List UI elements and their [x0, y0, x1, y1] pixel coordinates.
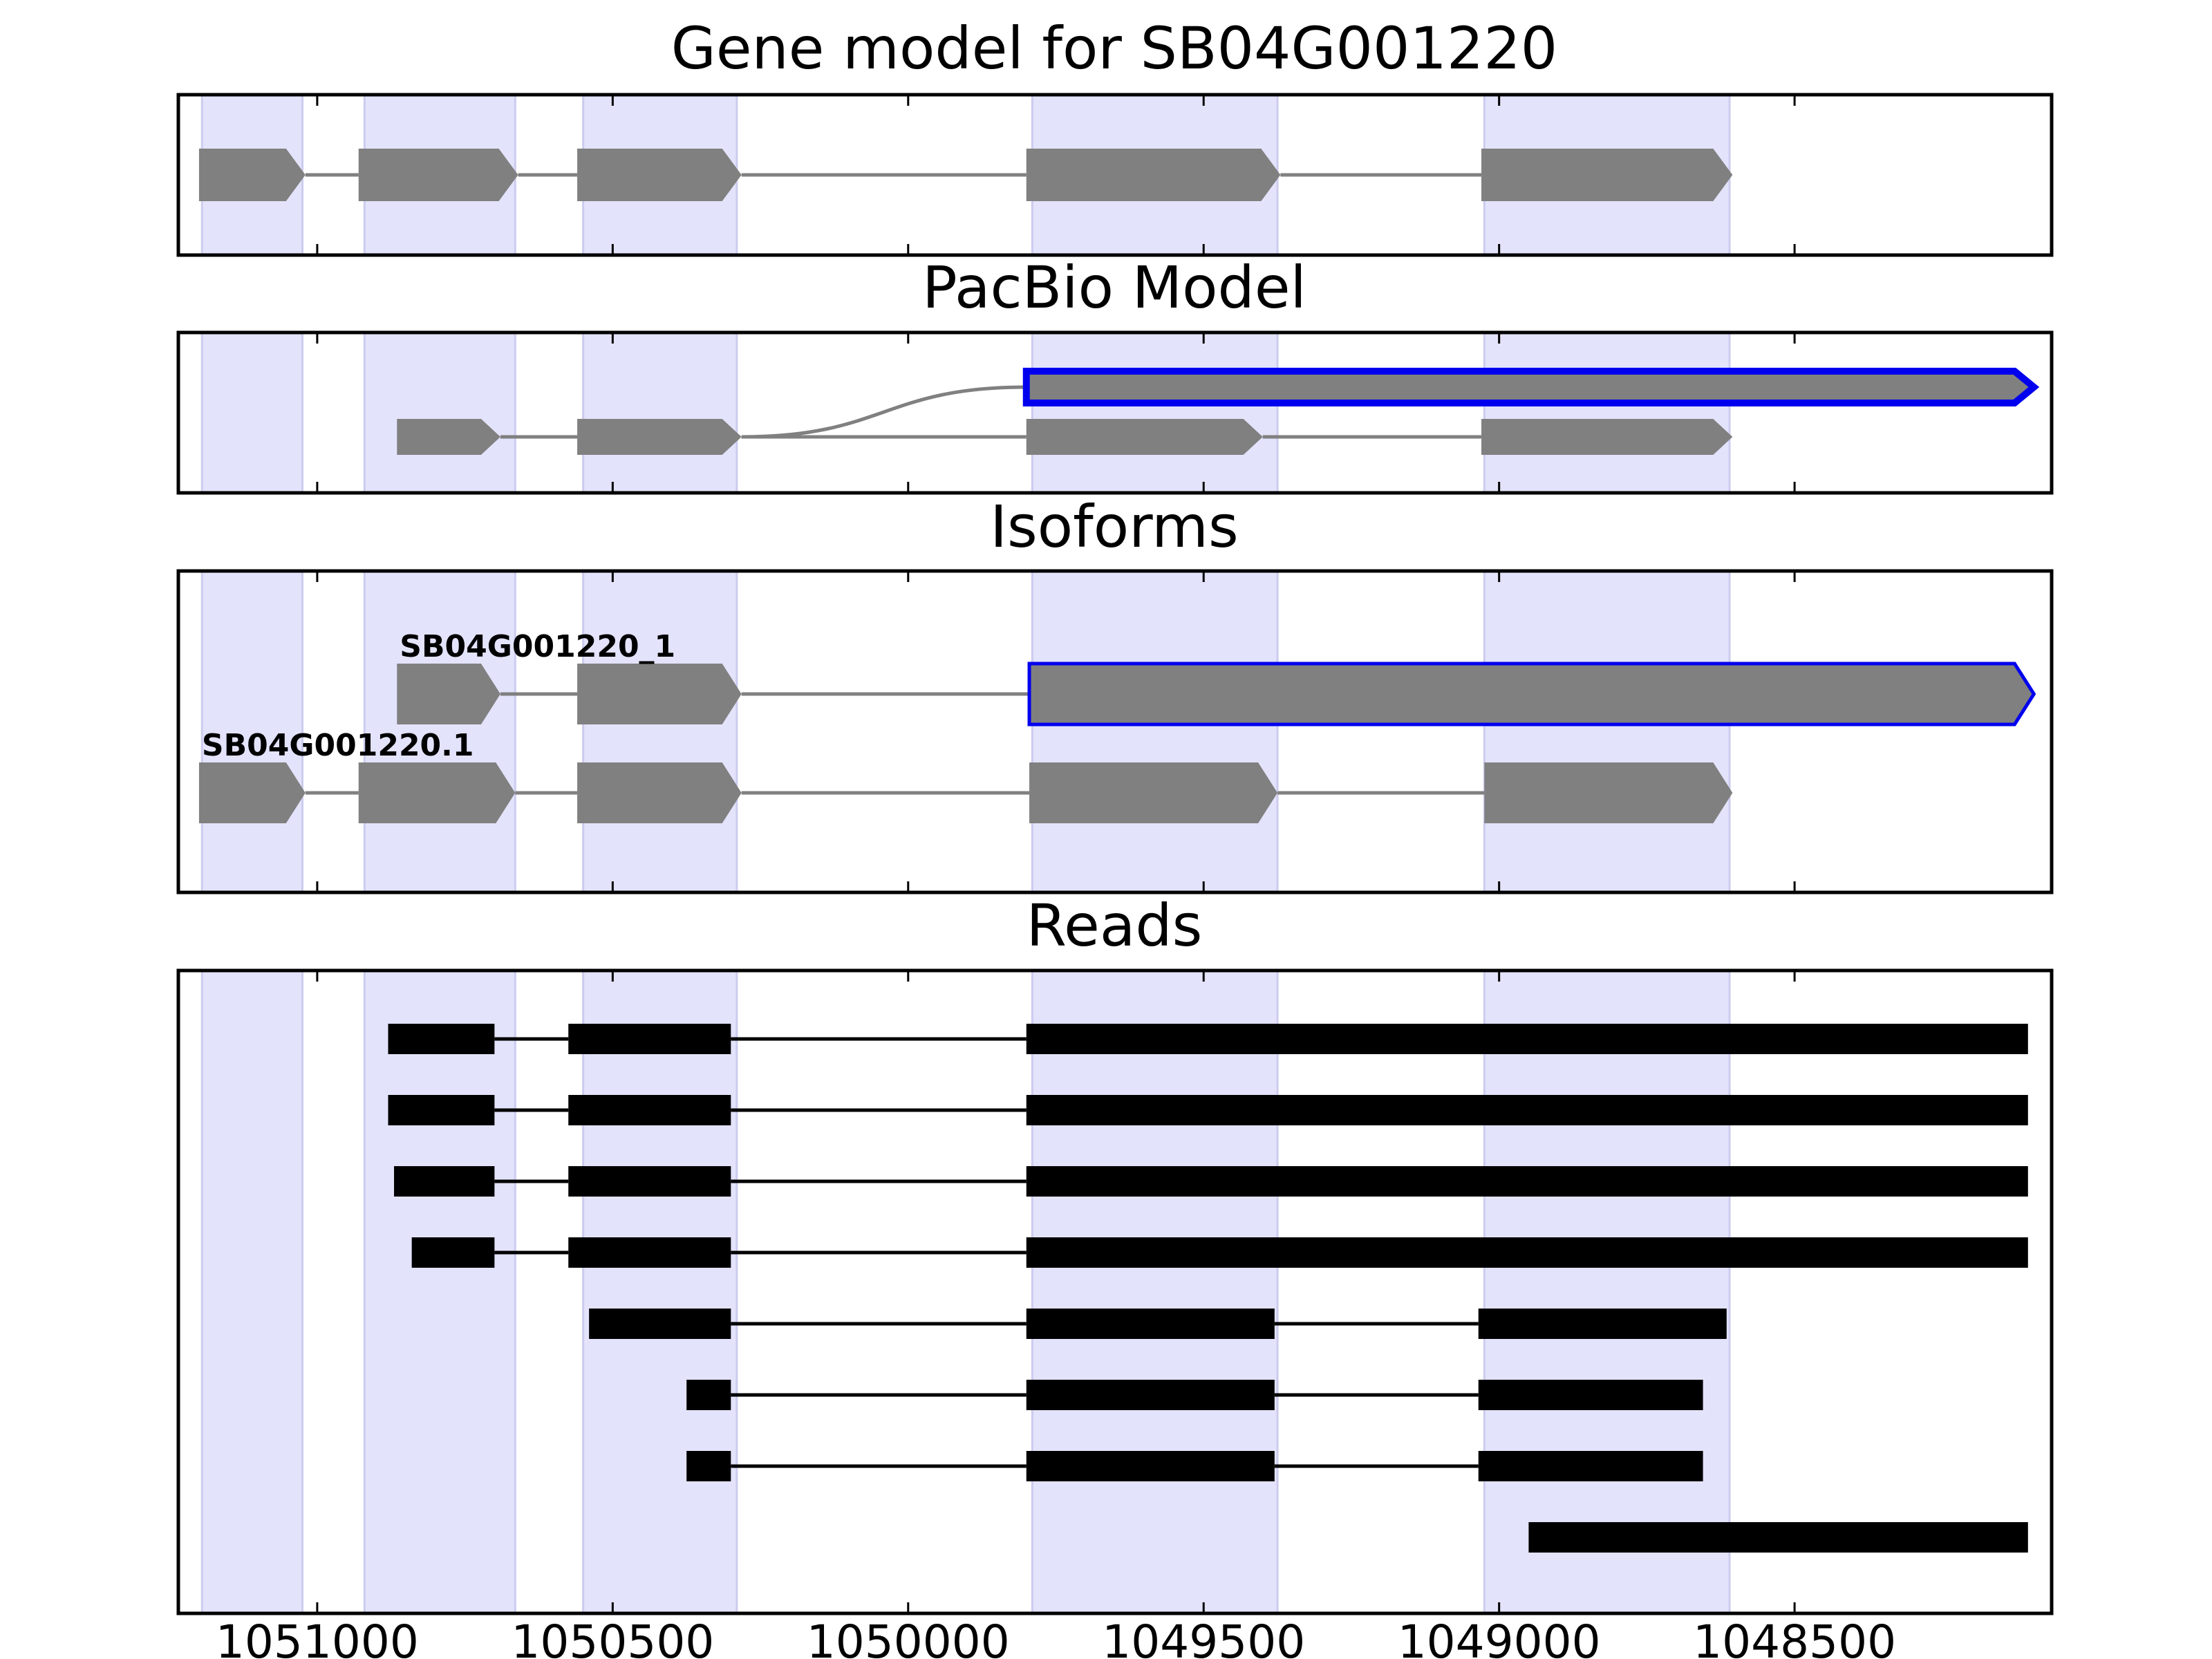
read-block — [1478, 1309, 1727, 1339]
panel-frame — [176, 569, 2054, 894]
pacbio-merged-exon — [1022, 368, 2040, 406]
exon-highlight-band — [1483, 331, 1731, 494]
exon-arrow — [1484, 762, 1733, 823]
exon-highlight-band — [200, 331, 304, 494]
read-block — [686, 1451, 731, 1481]
panel-title-reads: Reads — [1027, 892, 1203, 959]
read-block — [1528, 1522, 2028, 1553]
exon-highlight-band — [582, 570, 738, 894]
isoform-label: SB04G001220_1 — [400, 629, 675, 664]
exon-arrow — [577, 419, 742, 455]
read-block — [1026, 1237, 2028, 1268]
x-tick-label: 1048500 — [1693, 1615, 1896, 1659]
exon-arrow — [1026, 419, 1263, 455]
exon-highlight-band — [200, 570, 304, 894]
exon-arrow — [1481, 149, 1733, 201]
exon-arrow — [397, 419, 500, 455]
highlight-layer — [200, 969, 1731, 1615]
read-block — [568, 1166, 731, 1197]
exon-arrow — [577, 664, 742, 724]
exon-arrow — [1481, 419, 1733, 455]
exon-highlight-band — [582, 331, 738, 494]
panel-title-gene-model: Gene model for SB04G001220 — [671, 15, 1557, 82]
read-block — [1478, 1451, 1703, 1481]
exon-arrow — [1026, 149, 1281, 201]
read-block — [1026, 1095, 2028, 1125]
read-block — [1026, 1166, 2028, 1197]
exon-arrow — [198, 149, 306, 201]
isoforms-track: SB04G001220_1 SB04G001220.1 — [198, 629, 2036, 823]
panel-frame — [176, 968, 2054, 1615]
tick-layer — [316, 95, 1796, 255]
read-block — [568, 1237, 731, 1268]
exon-highlight-band — [1031, 570, 1279, 894]
exon-arrow — [358, 149, 518, 201]
x-tick-label: 1050000 — [807, 1615, 1010, 1659]
x-axis-tick-labels: 1051000 1050500 1050000 1049500 1049000 10485… — [216, 1615, 1896, 1659]
selected-exon-arrow — [1027, 662, 2036, 727]
exon-highlight-band — [363, 331, 516, 494]
exon-arrow — [397, 664, 500, 724]
read-block — [1478, 1380, 1703, 1410]
exon-arrow — [198, 762, 306, 823]
read-block — [388, 1024, 495, 1054]
splice-connector-curve — [741, 385, 1027, 439]
panel-title-isoforms: Isoforms — [990, 493, 1239, 561]
read-block — [1026, 1451, 1275, 1481]
panel-isoforms: Isoforms SB04G001220_1 SB04G001220.1 — [176, 493, 2054, 894]
tick-layer — [316, 571, 1796, 892]
read-block — [568, 1024, 731, 1054]
panel-gene-model: Gene model for SB04G001220 — [176, 15, 2054, 257]
read-block — [388, 1095, 495, 1125]
exon-highlight-band — [1483, 969, 1731, 1615]
read-block — [589, 1309, 731, 1339]
highlight-layer — [200, 570, 1731, 894]
exon-highlight-band — [363, 570, 516, 894]
panel-reads: Reads — [176, 892, 2054, 1615]
exon-arrow — [577, 149, 742, 201]
tick-layer — [316, 332, 1796, 493]
gene-model-track — [198, 149, 1733, 201]
exon-arrow — [358, 762, 516, 823]
x-tick-label: 1049500 — [1102, 1615, 1305, 1659]
exon-highlight-band — [200, 969, 304, 1615]
x-tick-label: 1050500 — [511, 1615, 714, 1659]
exon-highlight-band — [363, 969, 516, 1615]
pacbio-track — [397, 368, 2040, 455]
exon-arrow — [577, 762, 742, 823]
read-block — [568, 1095, 731, 1125]
exon-highlight-band — [1031, 969, 1279, 1615]
exon-highlight-band — [582, 969, 738, 1615]
read-block — [1026, 1024, 2028, 1054]
panel-pacbio-model: PacBio Model — [176, 254, 2054, 495]
tick-layer — [316, 971, 1796, 1613]
panel-frame — [176, 330, 2054, 495]
exon-highlight-band — [1483, 570, 1731, 894]
reads-track — [388, 1024, 2028, 1553]
panel-title-pacbio-model: PacBio Model — [922, 254, 1306, 321]
read-block — [394, 1166, 495, 1197]
read-block — [411, 1237, 495, 1268]
read-block — [1026, 1380, 1275, 1410]
x-tick-label: 1049000 — [1398, 1615, 1601, 1659]
read-block — [1026, 1309, 1275, 1339]
x-tick-label: 1051000 — [216, 1615, 419, 1659]
exon-arrow — [1029, 762, 1278, 823]
isoform-label: SB04G001220.1 — [202, 728, 474, 763]
highlight-layer — [200, 331, 1731, 494]
panel-frame — [176, 93, 2054, 257]
exon-highlight-band — [1031, 331, 1279, 494]
read-block — [686, 1380, 731, 1410]
